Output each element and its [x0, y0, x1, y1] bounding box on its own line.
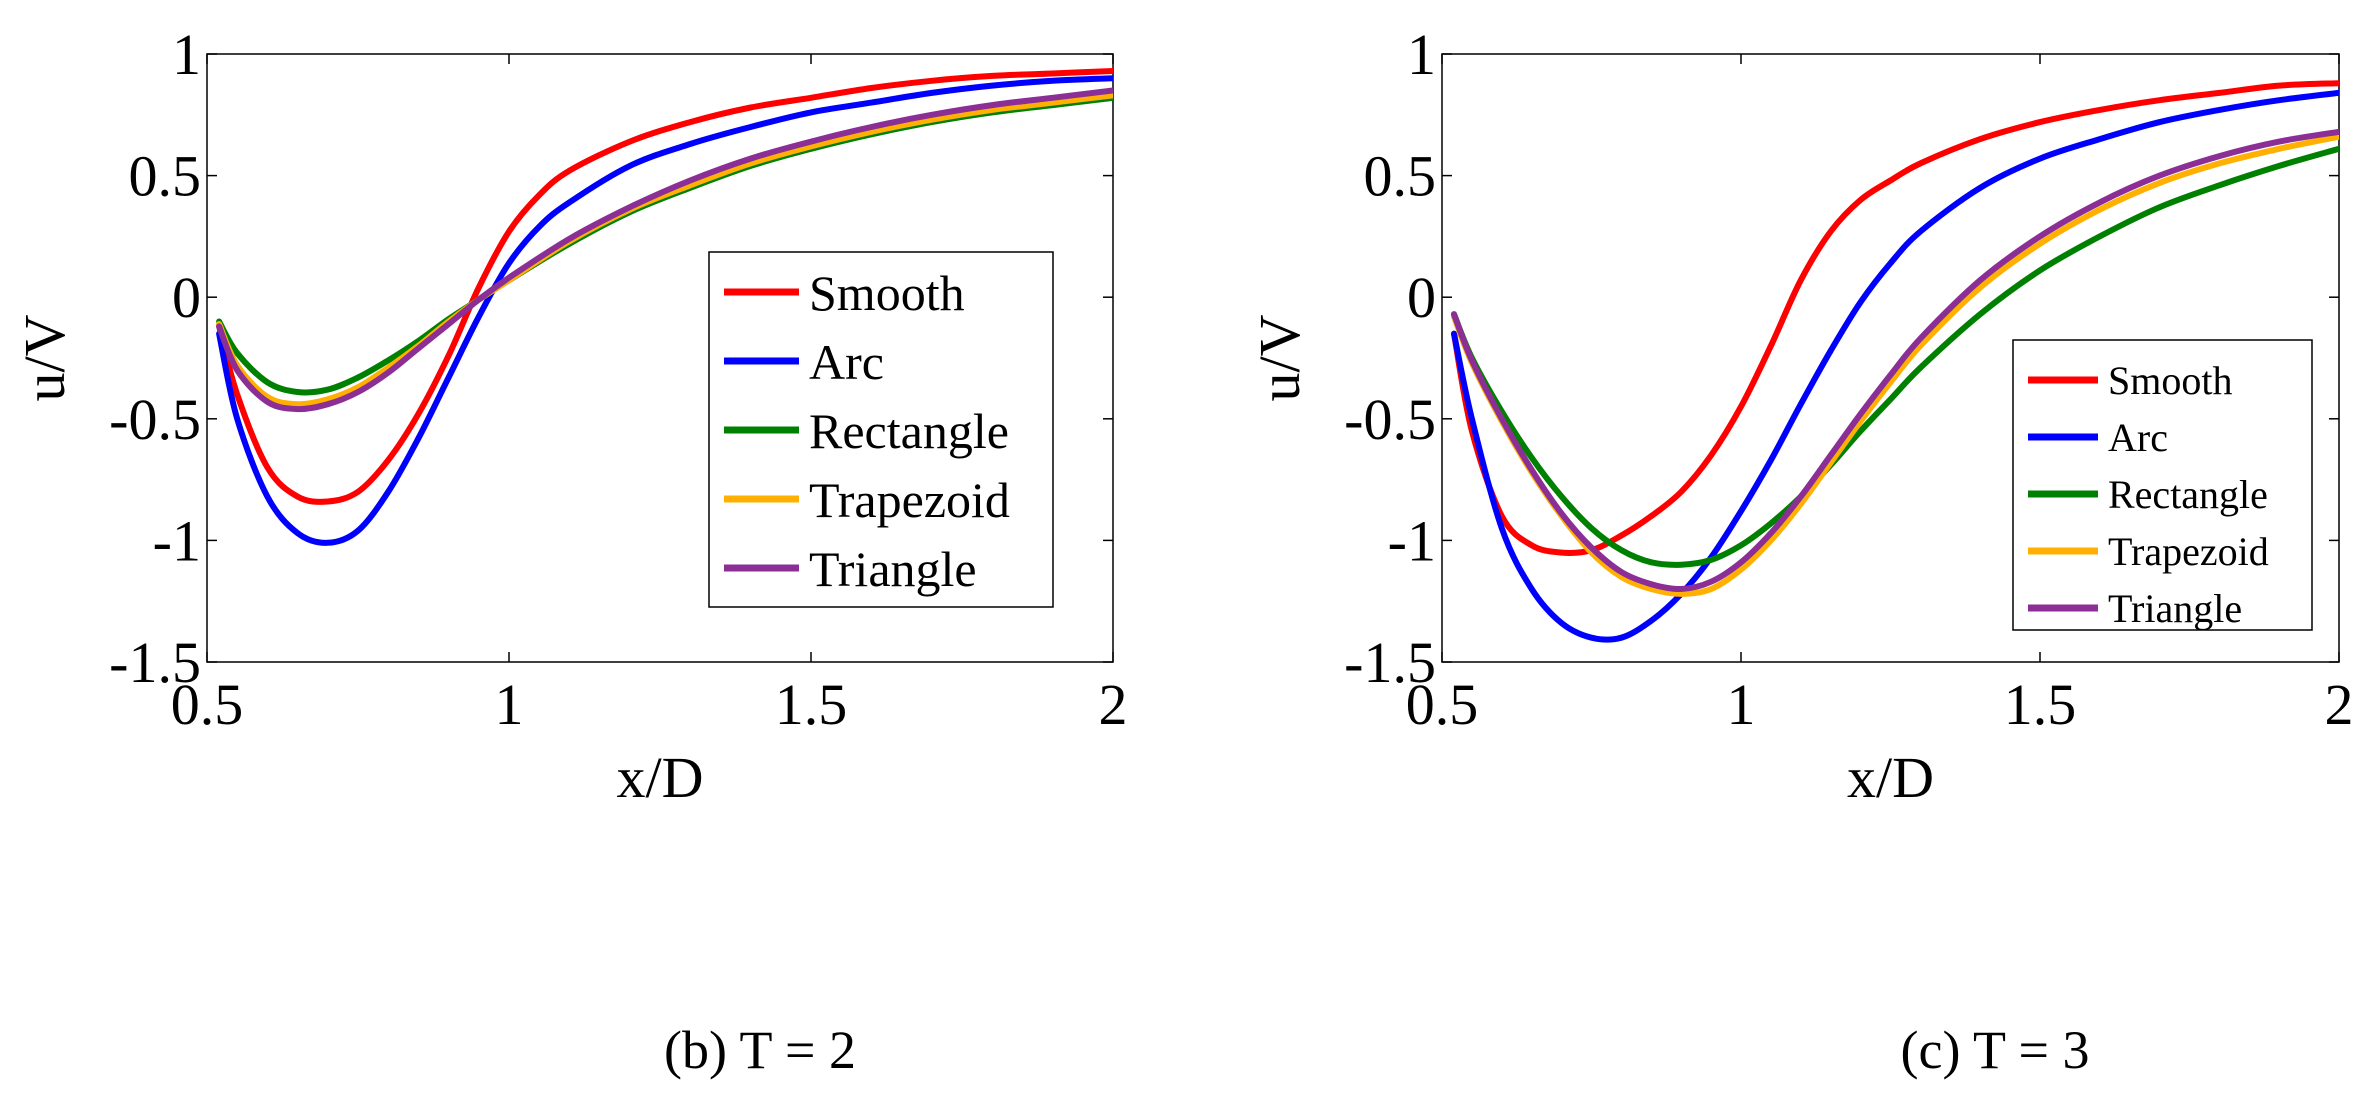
x-axis-label: x/D	[1847, 745, 1934, 810]
chart-panel-c: 10.50-0.5-1-1.50.5 1 1.5 2x/Du/V SmoothArcRe…	[1247, 22, 2354, 1080]
y-axis-label: u/V	[12, 314, 77, 401]
legend-label-arc: Arc	[2108, 415, 2168, 460]
x-tick-label: 2	[1099, 672, 1128, 737]
series-line-smooth	[1451, 80, 2339, 556]
legend-label-trapezoid: Trapezoid	[809, 472, 1010, 528]
legend-label-rectangle: Rectangle	[809, 403, 1009, 459]
y-tick-label: -1	[1388, 508, 1436, 573]
series-line-smooth	[216, 68, 1113, 505]
y-tick-label: 0.5	[1364, 144, 1437, 209]
y-tick-label: -1.5	[1344, 630, 1436, 695]
legend-box	[2012, 339, 2313, 631]
legend-label-trapezoid: Trapezoid	[2108, 529, 2269, 574]
legend-label-smooth: Smooth	[809, 265, 965, 321]
chart-panel-b: 10.50-0.5-1-1.50.5 1 1.5 2x/Du/VSmoothArcRe…	[12, 22, 1128, 1080]
series-line-arc	[216, 75, 1113, 546]
legend-label-arc: Arc	[809, 334, 884, 390]
y-tick-label: -0.5	[109, 387, 201, 452]
legend-label-smooth: Smooth	[2108, 358, 2232, 403]
legend: Smooth Arc Rectangle Trapezoid Triangle	[2012, 339, 2313, 631]
plot-area	[206, 53, 1114, 663]
series-line-triangle	[216, 87, 1113, 413]
y-tick-label: 0	[172, 265, 201, 330]
x-axis-label: x/D	[617, 745, 704, 810]
panel-caption: (b) T = 2	[664, 1020, 856, 1080]
series-line-arc	[1451, 89, 2339, 643]
y-tick-label: 0	[1407, 265, 1436, 330]
y-tick-label: 0.5	[129, 144, 202, 209]
y-tick-label: 1	[172, 22, 201, 87]
series-line-triangle	[1451, 128, 2339, 593]
x-tick-label: 1.5	[2004, 672, 2077, 737]
legend-label-triangle: Triangle	[2108, 586, 2242, 631]
x-tick-label: 1.5	[775, 672, 848, 737]
plot-area	[1441, 53, 2340, 663]
series-group	[1451, 80, 2339, 643]
y-tick-label: -1	[153, 508, 201, 573]
legend: Smooth Arc Rectangle Trapezoid Triangle	[708, 251, 1054, 608]
y-tick-label: 1	[1407, 22, 1436, 87]
y-tick-label: -0.5	[1344, 387, 1436, 452]
y-tick-label: -1.5	[109, 630, 201, 695]
legend-label-rectangle: Rectangle	[2108, 472, 2268, 517]
panel-caption: (c) T = 3	[1901, 1020, 2090, 1080]
legend-label-triangle: Triangle	[809, 541, 977, 597]
x-tick-label: 1	[495, 672, 524, 737]
x-tick-label: 2	[2325, 672, 2354, 737]
y-axis-label: u/V	[1247, 314, 1312, 401]
x-tick-label: 0.5	[171, 672, 244, 737]
x-tick-label: 0.5	[1406, 672, 1479, 737]
series-group	[216, 68, 1113, 546]
x-tick-label: 1	[1727, 672, 1756, 737]
